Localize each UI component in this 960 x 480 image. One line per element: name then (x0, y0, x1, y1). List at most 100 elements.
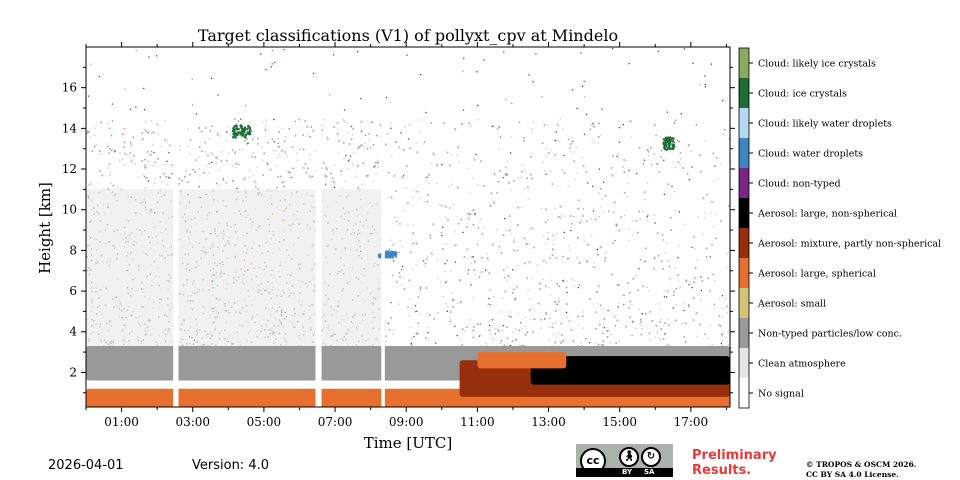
noise-dot (655, 134, 657, 137)
noise-dot (527, 186, 529, 189)
noise-dot (114, 150, 116, 152)
noise-dot (704, 212, 707, 214)
noise-dot (234, 151, 236, 153)
noise-dot (189, 152, 191, 155)
noise-dot (593, 126, 595, 128)
noise-dot (135, 106, 137, 108)
noise-dot (693, 236, 695, 238)
noise-dot (508, 182, 510, 184)
noise-dot (477, 104, 479, 107)
noise-dot (681, 323, 683, 325)
noise-dot (670, 217, 672, 219)
noise-dot (510, 152, 512, 154)
noise-dot (548, 338, 550, 341)
noise-dot (729, 347, 732, 349)
noise-dot (398, 251, 401, 254)
noise-dot (164, 163, 166, 166)
noise-dot (309, 158, 311, 161)
noise-dot (704, 86, 707, 88)
noise-dot (94, 127, 97, 129)
noise-dot (198, 185, 200, 188)
noise-dot (409, 326, 412, 329)
noise-dot (500, 252, 503, 254)
noise-dot (612, 155, 614, 157)
noise-dot (412, 232, 414, 234)
noise-dot (340, 170, 343, 172)
noise-dot (472, 256, 474, 258)
region-pixel (248, 126, 251, 129)
noise-dot (281, 149, 283, 152)
region-pixel (240, 133, 243, 136)
noise-dot (673, 290, 675, 293)
noise-dot (87, 95, 90, 97)
noise-dot (535, 53, 537, 55)
noise-dot (654, 336, 656, 339)
noise-dot (437, 277, 439, 279)
noise-dot (271, 138, 274, 140)
noise-dot (513, 288, 515, 291)
noise-dot (550, 279, 553, 282)
noise-dot (109, 171, 112, 174)
noise-dot (545, 285, 547, 287)
noise-dot (511, 331, 514, 333)
noise-dot (581, 85, 584, 87)
region-pixel (235, 124, 238, 128)
noise-dot (595, 328, 597, 330)
noise-dot (446, 310, 449, 312)
noise-dot (246, 138, 248, 140)
noise-dot (514, 298, 516, 301)
noise-dot (420, 74, 422, 76)
noise-dot (637, 231, 639, 234)
noise-dot (390, 302, 392, 304)
noise-dot (379, 124, 382, 126)
noise-dot (563, 215, 566, 217)
noise-dot (589, 128, 592, 130)
noise-dot (108, 152, 110, 154)
noise-dot (520, 206, 523, 209)
noise-dot (254, 180, 256, 183)
noise-dot (499, 342, 502, 344)
noise-dot (613, 201, 616, 204)
noise-dot (505, 99, 507, 101)
noise-dot (578, 284, 581, 286)
noise-dot (457, 186, 459, 189)
noise-dot (545, 221, 547, 224)
noise-dot (515, 297, 517, 300)
noise-dot (598, 285, 600, 288)
noise-dot (683, 223, 686, 226)
noise-dot (623, 191, 626, 194)
noise-dot (402, 210, 405, 212)
noise-dot (691, 287, 693, 289)
noise-dot (604, 194, 607, 197)
region-pixel (666, 147, 669, 150)
noise-dot (492, 318, 494, 321)
noise-dot (524, 325, 526, 327)
noise-dot (412, 196, 414, 199)
noise-dot (506, 173, 509, 176)
noise-dot (610, 173, 612, 176)
noise-dot (156, 55, 158, 57)
noise-dot (444, 270, 447, 273)
noise-dot (310, 177, 313, 179)
noise-dot (477, 119, 480, 121)
region-pixel (664, 140, 668, 144)
noise-dot (531, 177, 533, 180)
noise-dot (643, 159, 646, 161)
noise-dot (207, 154, 209, 157)
noise-dot (574, 178, 576, 181)
noise-dot (309, 153, 311, 156)
noise-dot (559, 340, 561, 343)
noise-dot (517, 313, 519, 315)
noise-dot (625, 325, 627, 328)
noise-dot (178, 178, 180, 180)
region-pixel (247, 125, 250, 128)
noise-dot (323, 118, 326, 121)
noise-dot (545, 262, 547, 264)
noise-dot (133, 154, 135, 157)
x-tick-label: 13:00 (531, 415, 566, 429)
noise-dot (695, 124, 698, 126)
noise-dot (278, 131, 280, 133)
noise-dot (594, 218, 597, 221)
noise-dot (377, 162, 379, 164)
noise-dot (167, 176, 170, 178)
